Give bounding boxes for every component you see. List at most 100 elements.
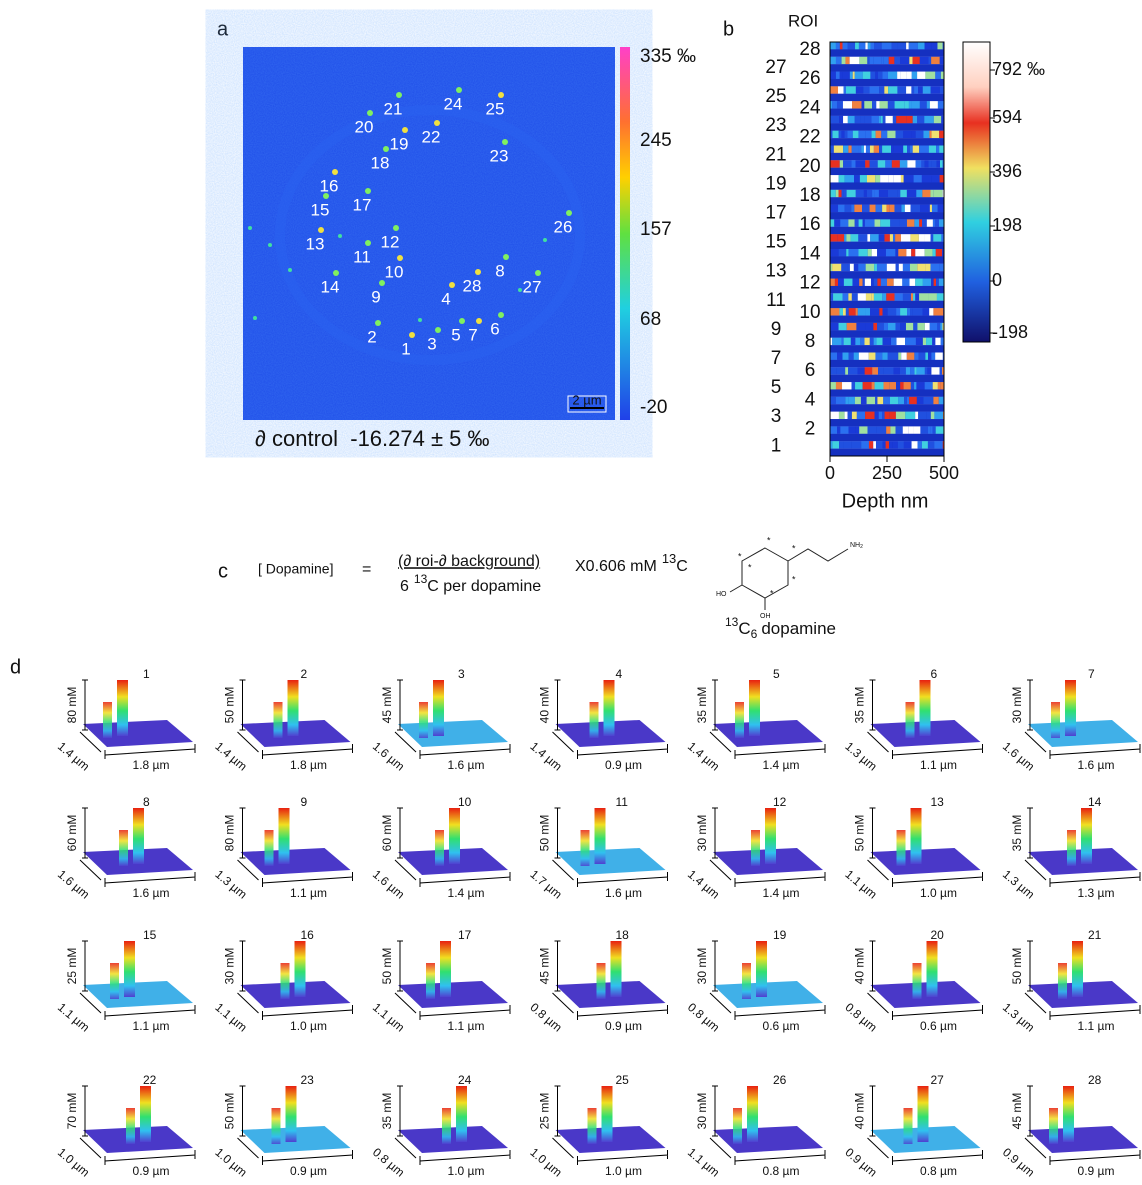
heatmap-cell (906, 71, 912, 79)
row-label: 26 (799, 68, 820, 89)
heatmap-cell (934, 441, 943, 449)
heatmap-cell (846, 234, 851, 242)
surface-plot: 50 mM 1.0 µm 0.9 µm 23 (212, 1073, 353, 1180)
heatmap-cell (838, 130, 842, 139)
roi-number: 2 (301, 667, 308, 681)
surface-peak (905, 702, 915, 738)
heatmap-cell (926, 411, 931, 420)
heatmap-cell (915, 130, 924, 139)
heatmap-cell (830, 322, 839, 331)
heatmap-cell (884, 234, 890, 242)
heatmap-cell (844, 411, 848, 420)
z-axis (712, 1085, 718, 1137)
heatmap-cell (893, 145, 904, 153)
roi-number: 8 (143, 795, 150, 809)
heatmap-cell (927, 441, 935, 449)
label-marker: * (770, 588, 774, 598)
heatmap-cell (830, 352, 838, 360)
z-label: 80 mM (65, 687, 79, 724)
heatmap-cell (881, 42, 892, 50)
surface-peak (765, 808, 776, 864)
heatmap-cell (834, 219, 841, 227)
heatmap-cell (875, 71, 878, 79)
heatmap-cell (830, 308, 840, 316)
heatmap-cell (901, 352, 907, 360)
heatmap-cell (845, 86, 856, 94)
surface-base (713, 720, 823, 747)
heatmap-cell (935, 249, 943, 257)
heatmap-cell (852, 130, 859, 139)
heatmap-cell (942, 352, 944, 360)
heatmap-cell (913, 293, 916, 301)
heatmap-cell (843, 441, 852, 449)
depth-label: 1.3 µm (842, 739, 879, 773)
heatmap-cell (903, 175, 914, 183)
heatmap-cell (916, 396, 924, 405)
heatmap-cell (931, 204, 938, 213)
surface-peak (419, 702, 428, 738)
roi-label: 8 (495, 261, 504, 280)
heatmap-cell (846, 322, 857, 331)
width-axis (262, 1005, 353, 1020)
heatmap-cell (906, 249, 912, 257)
depth-label: 1.1 µm (212, 1000, 249, 1034)
z-axis (1027, 940, 1033, 992)
surface-peak (1063, 1086, 1074, 1142)
depth-axis (1024, 731, 1047, 753)
z-label: 30 mM (223, 948, 237, 985)
heatmap-row (830, 138, 944, 146)
roi-spot (459, 318, 465, 324)
label-marker: * (792, 543, 796, 553)
heatmap-cell (915, 278, 923, 286)
heatmap-cell (832, 263, 842, 272)
surface-peak (440, 941, 451, 997)
width-axis (104, 1005, 196, 1020)
surface-peak (140, 1086, 151, 1142)
heatmap-cell (866, 175, 876, 183)
depth-axis (709, 859, 732, 881)
roi-spot (393, 225, 399, 231)
width-label: 1.0 µm (605, 1164, 642, 1178)
surface-plot: 45 mM 1.6 µm 1.6 µm 3 (370, 667, 511, 774)
roi-number: 21 (1088, 928, 1102, 942)
depth-axis (237, 992, 259, 1014)
heatmap-cell (909, 337, 916, 346)
heatmap-cell (906, 396, 910, 405)
roi-spot (396, 92, 402, 98)
surface-peak (756, 941, 767, 997)
surface-plot: 50 mM 1.1 µm 1.1 µm 17 (370, 928, 511, 1035)
surface-peak (280, 963, 290, 999)
heatmap-cell (850, 234, 859, 242)
label-marker: * (748, 562, 752, 572)
heatmap-cell (871, 115, 879, 124)
heatmap-cell (919, 101, 927, 109)
z-axis (554, 940, 561, 992)
heatmap-cell (852, 278, 860, 286)
heatmap-cell (907, 145, 910, 153)
heatmap-cell (939, 263, 944, 272)
heatmap-cell (889, 204, 895, 213)
heatmap-cell (858, 234, 868, 242)
heatmap-cell (928, 145, 937, 153)
heatmap-cell (838, 86, 844, 94)
z-axis (239, 1085, 246, 1137)
isotope-element: C (676, 558, 688, 575)
surface-peak (426, 963, 435, 999)
heatmap-cell (910, 293, 914, 301)
roi-spot (502, 139, 508, 145)
heatmap-cell (910, 234, 919, 242)
roi-label: 20 (355, 117, 374, 136)
heatmap-cell (904, 101, 909, 109)
surface-peak (589, 702, 599, 738)
surface-plot: 35 mM 1.3 µm 1.1 µm 6 (842, 667, 983, 774)
isotope-element: C (738, 619, 750, 638)
z-label: 45 mM (538, 948, 552, 985)
heatmap-cell (838, 322, 847, 331)
heatmap-cell (899, 160, 908, 168)
heatmap-cell (871, 130, 876, 139)
heatmap-cell (837, 352, 843, 360)
roi-number: 14 (1088, 795, 1102, 809)
row-label: 17 (765, 203, 786, 224)
molecule-name: 13C6 dopamine (725, 615, 836, 641)
heatmap-row (830, 64, 944, 72)
